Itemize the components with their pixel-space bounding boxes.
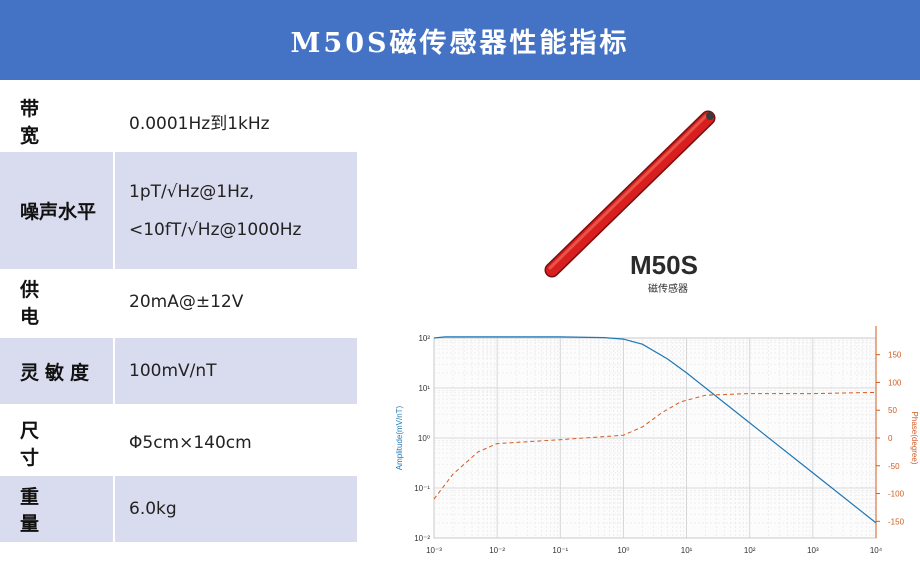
- spec-value: 20mA@±12V: [113, 272, 357, 332]
- spec-label-text: 重量: [20, 486, 72, 535]
- spec-label-text: 尺寸: [20, 420, 72, 469]
- sensor-rod-image: [544, 110, 716, 278]
- spec-label: 供电: [0, 272, 113, 332]
- y-left-tick-label: 10²: [418, 334, 430, 343]
- spec-label: 带宽: [0, 92, 113, 150]
- phase-series-line: [433, 391, 877, 500]
- x-tick-label: 10²: [744, 546, 756, 555]
- spec-value: Φ5cm×140cm: [113, 410, 357, 476]
- spec-row-power: 供电 20mA@±12V: [0, 272, 357, 332]
- spec-label-text: 灵敏度: [20, 361, 96, 384]
- x-tick-label: 10⁻³: [426, 546, 442, 555]
- title-banner: M50S磁传感器性能指标: [0, 0, 920, 80]
- spec-value: 100mV/nT: [113, 338, 357, 404]
- x-tick-label: 10⁻²: [489, 546, 505, 555]
- y-right-tick-label: 100: [888, 378, 902, 387]
- product-name: M50S: [630, 250, 698, 280]
- spec-label: 尺寸: [0, 410, 113, 476]
- x-tick-label: 10¹: [681, 546, 693, 555]
- y-left-tick-label: 10¹: [418, 384, 430, 393]
- chart-svg: 10⁻³ 10⁻² 10⁻¹ 10⁰ 10¹ 10² 10³ 10⁴ 10² 10¹ 10⁰ 10⁻¹…: [395, 326, 919, 555]
- y-left-tick-label: 10⁻²: [414, 534, 430, 543]
- y-right-tick-label: -150: [888, 517, 905, 526]
- page-title: M50S磁传感器性能指标: [290, 27, 630, 59]
- spec-label: 灵敏度: [0, 338, 113, 404]
- y-left-axis-label: Amplitude(mV/nT): [395, 405, 404, 470]
- product-subtitle: 磁传感器: [648, 284, 688, 295]
- x-tick-label: 10⁻¹: [552, 546, 568, 555]
- spec-row-noise: 噪声水平 1pT/√Hz@1Hz, <10fT/√Hz@1000Hz: [0, 152, 357, 269]
- y-right-tick-label: 50: [888, 406, 897, 415]
- y-right-axis-label: Phase(degree): [910, 412, 919, 465]
- spec-label-text: 带宽: [20, 98, 72, 147]
- spec-row-size: 尺寸 Φ5cm×140cm: [0, 410, 357, 476]
- spec-label-text: 供电: [20, 279, 72, 328]
- spec-row-weight: 重量 6.0kg: [0, 476, 357, 542]
- spec-value: 6.0kg: [113, 476, 357, 542]
- x-tick-label: 10⁰: [617, 546, 629, 555]
- x-tick-label: 10⁴: [870, 546, 883, 555]
- spec-row-sensitivity: 灵敏度 100mV/nT: [0, 338, 357, 404]
- spec-value-line: <10fT/√Hz@1000Hz: [129, 219, 302, 240]
- spec-value-line: 1pT/√Hz@1Hz,: [129, 181, 255, 202]
- y-right-tick-label: -50: [888, 462, 900, 471]
- y-right-tick-label: 0: [888, 434, 893, 443]
- spec-label: 噪声水平: [0, 152, 113, 269]
- spec-value: 0.0001Hz到1kHz: [113, 92, 357, 150]
- spec-label: 重量: [0, 476, 113, 542]
- frequency-response-chart: 10⁻³ 10⁻² 10⁻¹ 10⁰ 10¹ 10² 10³ 10⁴ 10² 10¹ 10⁰ 10⁻¹…: [388, 316, 920, 567]
- y-right-tick-label: -100: [888, 490, 905, 499]
- amplitude-series-line: [433, 336, 877, 524]
- x-tick-label: 10³: [807, 546, 819, 555]
- y-left-tick-label: 10⁻¹: [414, 484, 430, 493]
- spec-row-bandwidth: 带宽 0.0001Hz到1kHz: [0, 92, 357, 150]
- spec-value: 1pT/√Hz@1Hz, <10fT/√Hz@1000Hz: [113, 152, 357, 269]
- y-left-tick-label: 10⁰: [418, 434, 430, 443]
- y-right-tick-label: 150: [888, 351, 902, 360]
